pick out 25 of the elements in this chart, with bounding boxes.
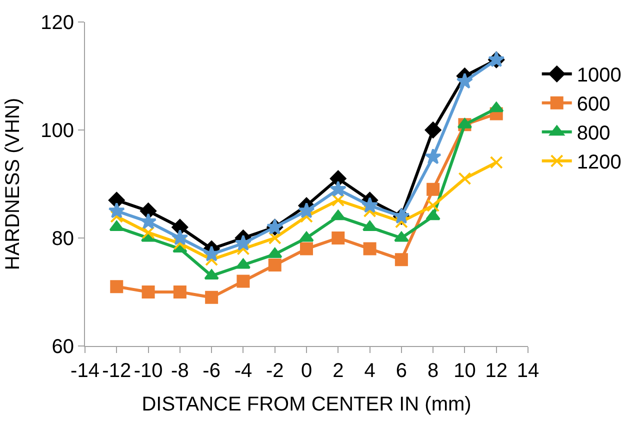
x-tick-label: -8 <box>171 360 189 382</box>
x-tick-label: 4 <box>364 360 376 382</box>
x-axis-title: DISTANCE FROM CENTER IN (mm) <box>142 394 472 416</box>
x-tick-label: -10 <box>134 360 163 382</box>
legend-label: 600 <box>576 94 610 116</box>
x-tick-label: -12 <box>102 360 132 382</box>
y-tick-label: 60 <box>52 336 74 358</box>
legend-label: 1200 <box>576 152 622 174</box>
x-tick-label: 6 <box>396 360 407 382</box>
x-tick-label: 2 <box>332 360 344 382</box>
y-tick-label: 120 <box>40 12 74 34</box>
x-tick-label: 0 <box>300 360 312 382</box>
y-axis-title: HARDNESS (VHN) <box>2 98 24 270</box>
legend-label: 800 <box>576 122 610 145</box>
x-tick-label: -2 <box>266 360 284 382</box>
x-tick-label: 10 <box>454 360 476 382</box>
x-tick-label: -14 <box>70 360 100 382</box>
x-tick-label: 14 <box>516 360 540 382</box>
x-tick-label: 12 <box>485 360 508 382</box>
x-tick-label: -4 <box>234 360 252 382</box>
y-tick-label: 80 <box>52 228 74 250</box>
x-tick-label: -6 <box>202 360 220 382</box>
y-tick-label: 100 <box>40 120 74 142</box>
x-tick-label: 8 <box>428 360 439 382</box>
legend-label: 1000 <box>576 64 622 87</box>
